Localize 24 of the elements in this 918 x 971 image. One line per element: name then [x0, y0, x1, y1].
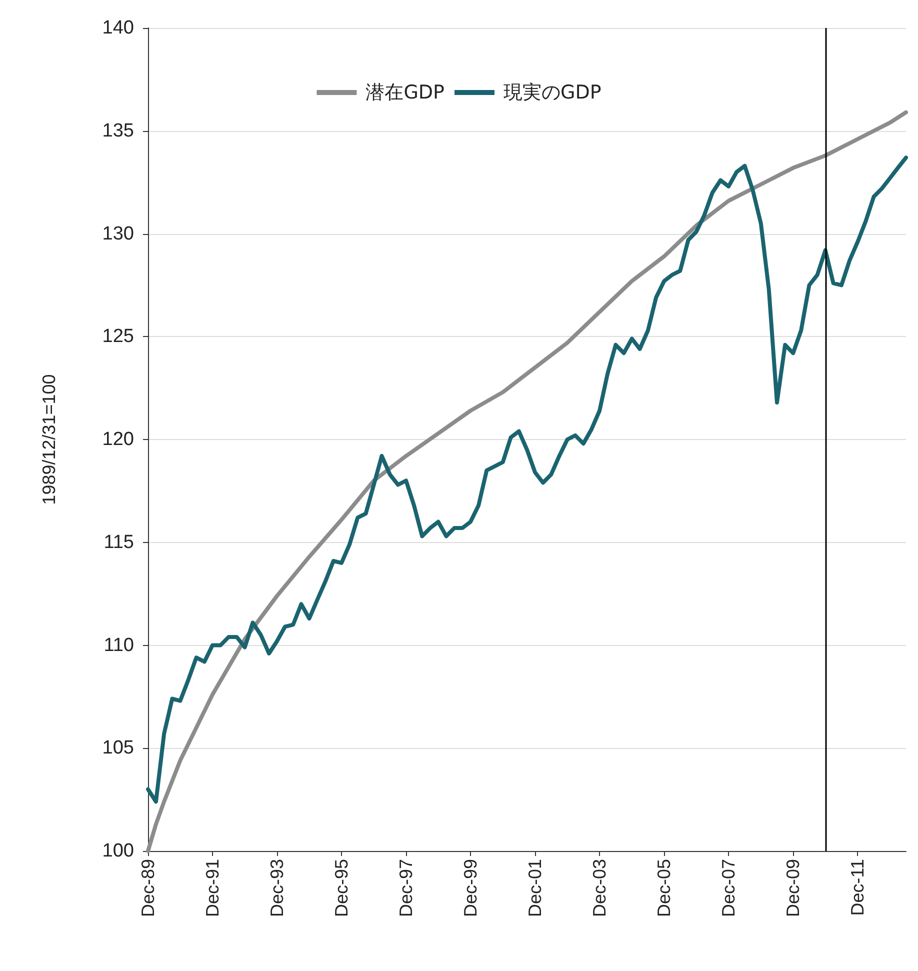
x-tick-label: Dec-09	[783, 859, 804, 918]
x-tick-label: Dec-01	[525, 859, 546, 918]
y-axis-title: 1989/12/31=100	[39, 374, 59, 505]
y-tick-label: 135	[102, 120, 134, 142]
y-tick-label: 110	[104, 634, 134, 656]
x-tick-label: Dec-99	[460, 859, 481, 918]
x-tick-label: Dec-95	[331, 859, 352, 918]
y-tick-label: 100	[102, 840, 134, 862]
legend-label: 現実のGDP	[504, 82, 602, 104]
x-tick-label: Dec-93	[267, 859, 288, 918]
y-tick-label: 105	[102, 738, 134, 759]
y-tick-label: 115	[104, 532, 134, 553]
x-tick-label: Dec-03	[590, 859, 610, 918]
x-tick-label: Dec-07	[718, 859, 739, 918]
x-tick-label: Dec-91	[202, 859, 222, 918]
x-tick-label: Dec-97	[396, 859, 416, 918]
y-tick-label: 140	[102, 18, 134, 38]
x-tick-label: Dec-89	[138, 859, 158, 918]
legend-label: 潜在GDP	[366, 82, 444, 104]
y-tick-label: 120	[102, 429, 134, 450]
y-tick-label: 125	[102, 326, 134, 348]
y-tick-label: 130	[102, 223, 134, 244]
x-tick-label: Dec-05	[654, 859, 674, 918]
x-tick-label: Dec-11	[848, 859, 868, 916]
